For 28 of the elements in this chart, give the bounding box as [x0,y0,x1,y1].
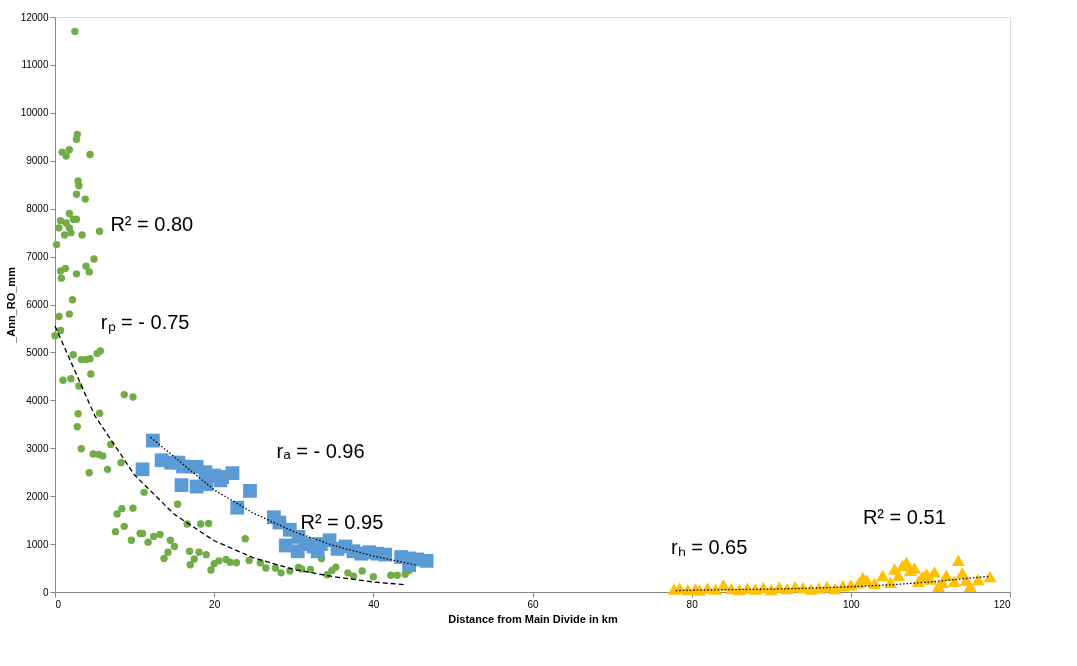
x-axis-title: Distance from Main Divide in km [448,612,618,625]
y-tick-label: 7000 [26,251,49,263]
y-tick-label: 10000 [20,107,49,119]
y-tick-label: 6000 [26,299,49,310]
x-tick-label: 60 [527,598,539,610]
y-axis-title: _Ann_RO_mm [4,266,17,344]
y-tick-label: 4000 [26,394,49,406]
y-tick-label: 0 [42,586,49,598]
x-tick-label: 40 [368,598,380,610]
annotation: rₕ = 0.65 [670,536,748,559]
annotation: rₚ = - 0.75 [100,310,190,334]
y-tick-label: 12000 [20,11,49,23]
y-tick-label: 9000 [26,155,49,167]
x-tick-label: 120 [993,598,1011,610]
x-tick-label: 80 [686,598,699,610]
y-tick-label: 11000 [21,59,49,71]
y-tick-label: 2000 [26,490,49,502]
annotation: R² = 0.80 [110,212,194,235]
annotation: R² = 0.95 [300,511,384,533]
y-tick-label: 1000 [26,538,49,550]
y-tick-label: 3000 [26,442,49,454]
y-tick-label: 8000 [26,203,49,215]
annotation: R² = 0.51 [862,505,946,528]
x-tick-label: 20 [209,598,221,610]
annotation: rₐ = - 0.96 [276,439,365,462]
x-tick-label: 0 [55,598,62,610]
y-tick-label: 5000 [26,346,49,358]
x-tick-label: 100 [842,598,861,610]
